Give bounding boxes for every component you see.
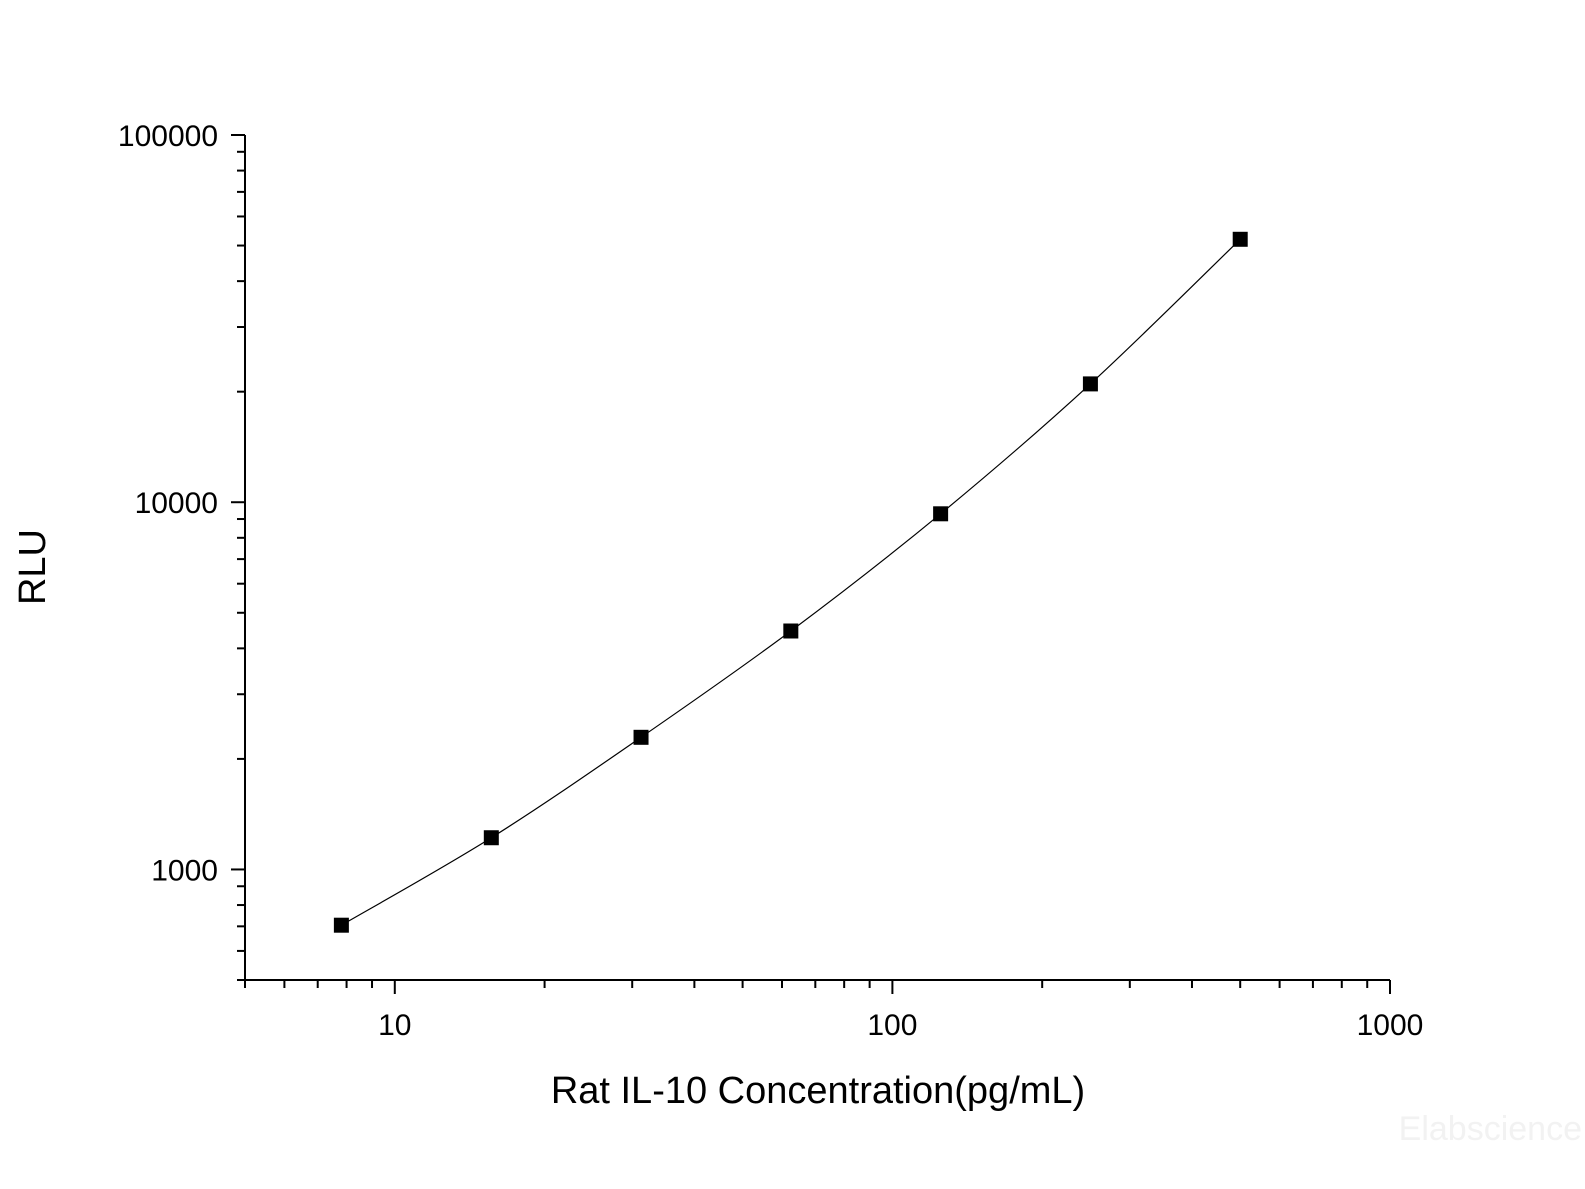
data-point-marker	[333, 917, 349, 933]
x-tick-label: 100	[867, 1009, 917, 1042]
axes: 10 100 1000 1000 10000 100000	[118, 120, 1423, 1042]
x-axis-title: Rat IL-10 Concentration(pg/mL)	[551, 1070, 1085, 1112]
x-tick-label: 1000	[1357, 1009, 1424, 1042]
data-point-marker	[483, 830, 499, 846]
data-point-marker	[933, 506, 949, 522]
fit-curve-line	[341, 238, 1241, 926]
data-point-marker	[783, 623, 799, 639]
y-tick-label: 10000	[135, 487, 218, 520]
y-tick-label: 1000	[151, 854, 218, 887]
data-point-marker	[633, 729, 649, 745]
data-point-marker	[1082, 376, 1098, 392]
fit-curve-layer	[341, 238, 1241, 926]
y-tick-label: 100000	[118, 120, 218, 153]
y-axis-title: RLU	[12, 529, 54, 605]
data-point-marker	[1232, 231, 1248, 247]
x-tick-label: 10	[378, 1009, 411, 1042]
data-points-layer	[333, 231, 1248, 933]
watermark: Elabscience	[1399, 1110, 1582, 1148]
